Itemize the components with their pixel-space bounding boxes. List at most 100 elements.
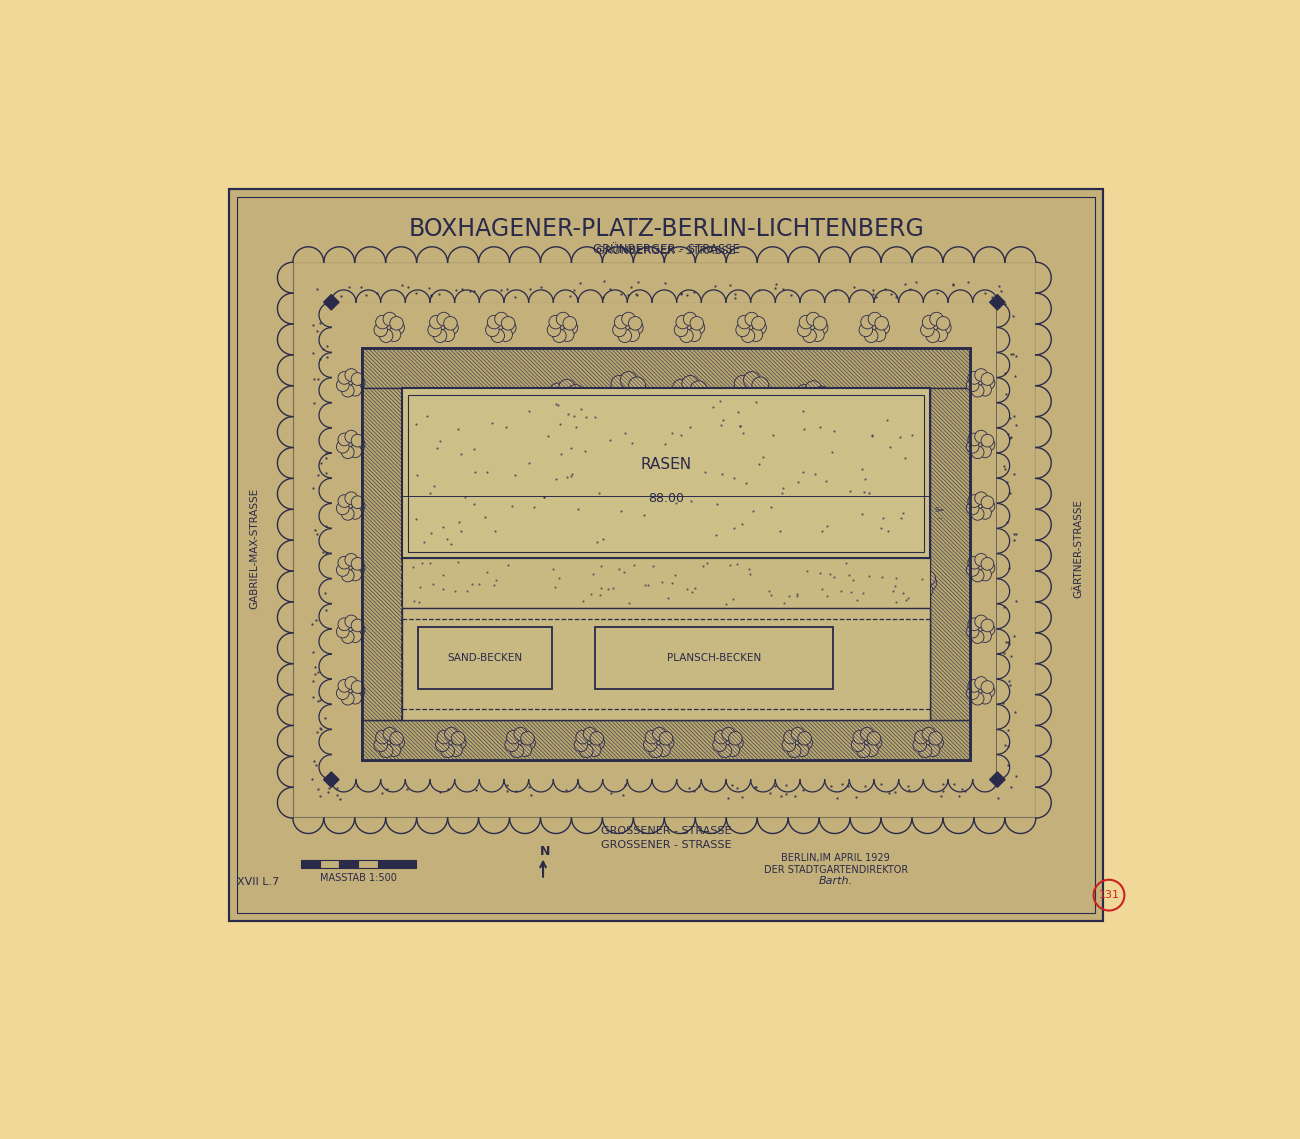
Circle shape <box>387 328 400 342</box>
Polygon shape <box>997 428 1010 452</box>
Circle shape <box>966 379 979 392</box>
Circle shape <box>910 584 924 599</box>
Circle shape <box>982 439 994 451</box>
Polygon shape <box>318 705 332 729</box>
Circle shape <box>623 570 649 596</box>
Polygon shape <box>974 247 1005 262</box>
Circle shape <box>803 329 816 343</box>
Polygon shape <box>633 247 664 262</box>
Circle shape <box>906 570 920 584</box>
Circle shape <box>351 372 364 385</box>
Polygon shape <box>406 290 430 302</box>
Text: GRÜNBERGER - STRASSE: GRÜNBERGER - STRASSE <box>597 246 736 255</box>
Circle shape <box>630 383 647 400</box>
Polygon shape <box>277 571 292 601</box>
Circle shape <box>629 566 644 581</box>
Circle shape <box>619 579 634 592</box>
Circle shape <box>744 371 760 388</box>
Circle shape <box>441 744 455 757</box>
Polygon shape <box>1036 603 1052 633</box>
Circle shape <box>374 323 387 337</box>
Circle shape <box>376 316 389 329</box>
Polygon shape <box>1036 509 1052 540</box>
Polygon shape <box>277 509 292 540</box>
Circle shape <box>688 395 705 412</box>
Circle shape <box>545 570 559 584</box>
Circle shape <box>968 680 992 703</box>
Circle shape <box>577 730 602 755</box>
Circle shape <box>676 316 689 329</box>
Polygon shape <box>725 290 750 302</box>
Circle shape <box>348 691 361 704</box>
Circle shape <box>348 507 361 519</box>
Circle shape <box>552 566 567 581</box>
Polygon shape <box>504 779 529 792</box>
Circle shape <box>859 571 874 585</box>
Circle shape <box>338 494 351 508</box>
Polygon shape <box>417 818 447 834</box>
Circle shape <box>737 316 751 329</box>
Circle shape <box>489 316 514 339</box>
Circle shape <box>342 631 354 644</box>
Circle shape <box>936 317 950 330</box>
Polygon shape <box>701 290 725 302</box>
Circle shape <box>556 583 571 598</box>
Polygon shape <box>948 290 972 302</box>
Polygon shape <box>628 779 653 792</box>
Circle shape <box>644 738 656 752</box>
Circle shape <box>971 631 984 644</box>
Circle shape <box>862 316 887 339</box>
Circle shape <box>547 323 560 337</box>
Polygon shape <box>850 818 881 834</box>
Circle shape <box>930 736 944 749</box>
Circle shape <box>913 738 927 752</box>
Circle shape <box>753 383 770 400</box>
Circle shape <box>514 728 528 740</box>
Circle shape <box>421 571 436 585</box>
Text: GÄRTNER-STRASSE: GÄRTNER-STRASSE <box>1074 499 1083 598</box>
Circle shape <box>792 728 805 740</box>
Polygon shape <box>874 779 898 792</box>
Circle shape <box>915 730 940 755</box>
Polygon shape <box>849 779 874 792</box>
Circle shape <box>615 316 628 329</box>
Circle shape <box>351 681 364 694</box>
Polygon shape <box>727 818 757 834</box>
Circle shape <box>966 441 979 453</box>
Polygon shape <box>478 247 510 262</box>
Polygon shape <box>923 290 948 302</box>
Circle shape <box>377 316 402 339</box>
Polygon shape <box>727 247 757 262</box>
Bar <box>363 349 970 761</box>
Polygon shape <box>997 303 1010 327</box>
Circle shape <box>982 557 993 571</box>
Circle shape <box>560 328 575 342</box>
Polygon shape <box>997 755 1010 779</box>
Bar <box>377 860 416 868</box>
Bar <box>300 860 320 868</box>
Circle shape <box>867 731 880 745</box>
Circle shape <box>933 328 948 342</box>
Circle shape <box>625 391 642 408</box>
Circle shape <box>966 625 979 638</box>
Polygon shape <box>318 579 332 604</box>
Circle shape <box>342 693 354 705</box>
Bar <box>594 628 833 689</box>
Circle shape <box>797 323 811 337</box>
Polygon shape <box>775 290 800 302</box>
Circle shape <box>846 570 872 596</box>
Circle shape <box>621 570 636 584</box>
Circle shape <box>783 738 796 752</box>
Text: 131: 131 <box>1098 891 1119 900</box>
Bar <box>332 302 997 779</box>
Polygon shape <box>455 290 480 302</box>
Polygon shape <box>318 528 332 554</box>
Bar <box>237 197 1095 912</box>
Bar <box>229 189 1102 920</box>
Circle shape <box>968 494 992 518</box>
Polygon shape <box>1036 726 1052 756</box>
Polygon shape <box>318 478 332 503</box>
Polygon shape <box>324 247 355 262</box>
Polygon shape <box>997 328 1010 352</box>
Circle shape <box>673 379 705 410</box>
